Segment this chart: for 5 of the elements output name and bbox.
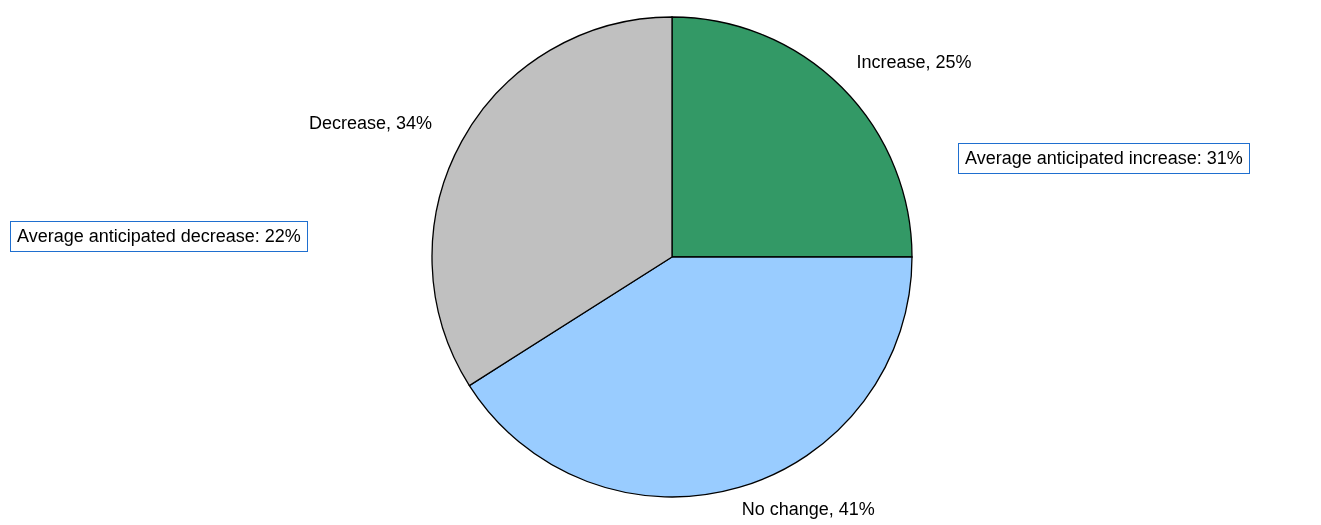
slice-label: Increase, 25% — [856, 52, 972, 73]
text: Average anticipated increase: 31% — [958, 143, 1250, 174]
text: Average anticipated decrease: 22% — [10, 221, 308, 252]
slice-label: No change, 41% — [741, 499, 875, 520]
slice-label: Decrease, 34% — [309, 112, 433, 133]
